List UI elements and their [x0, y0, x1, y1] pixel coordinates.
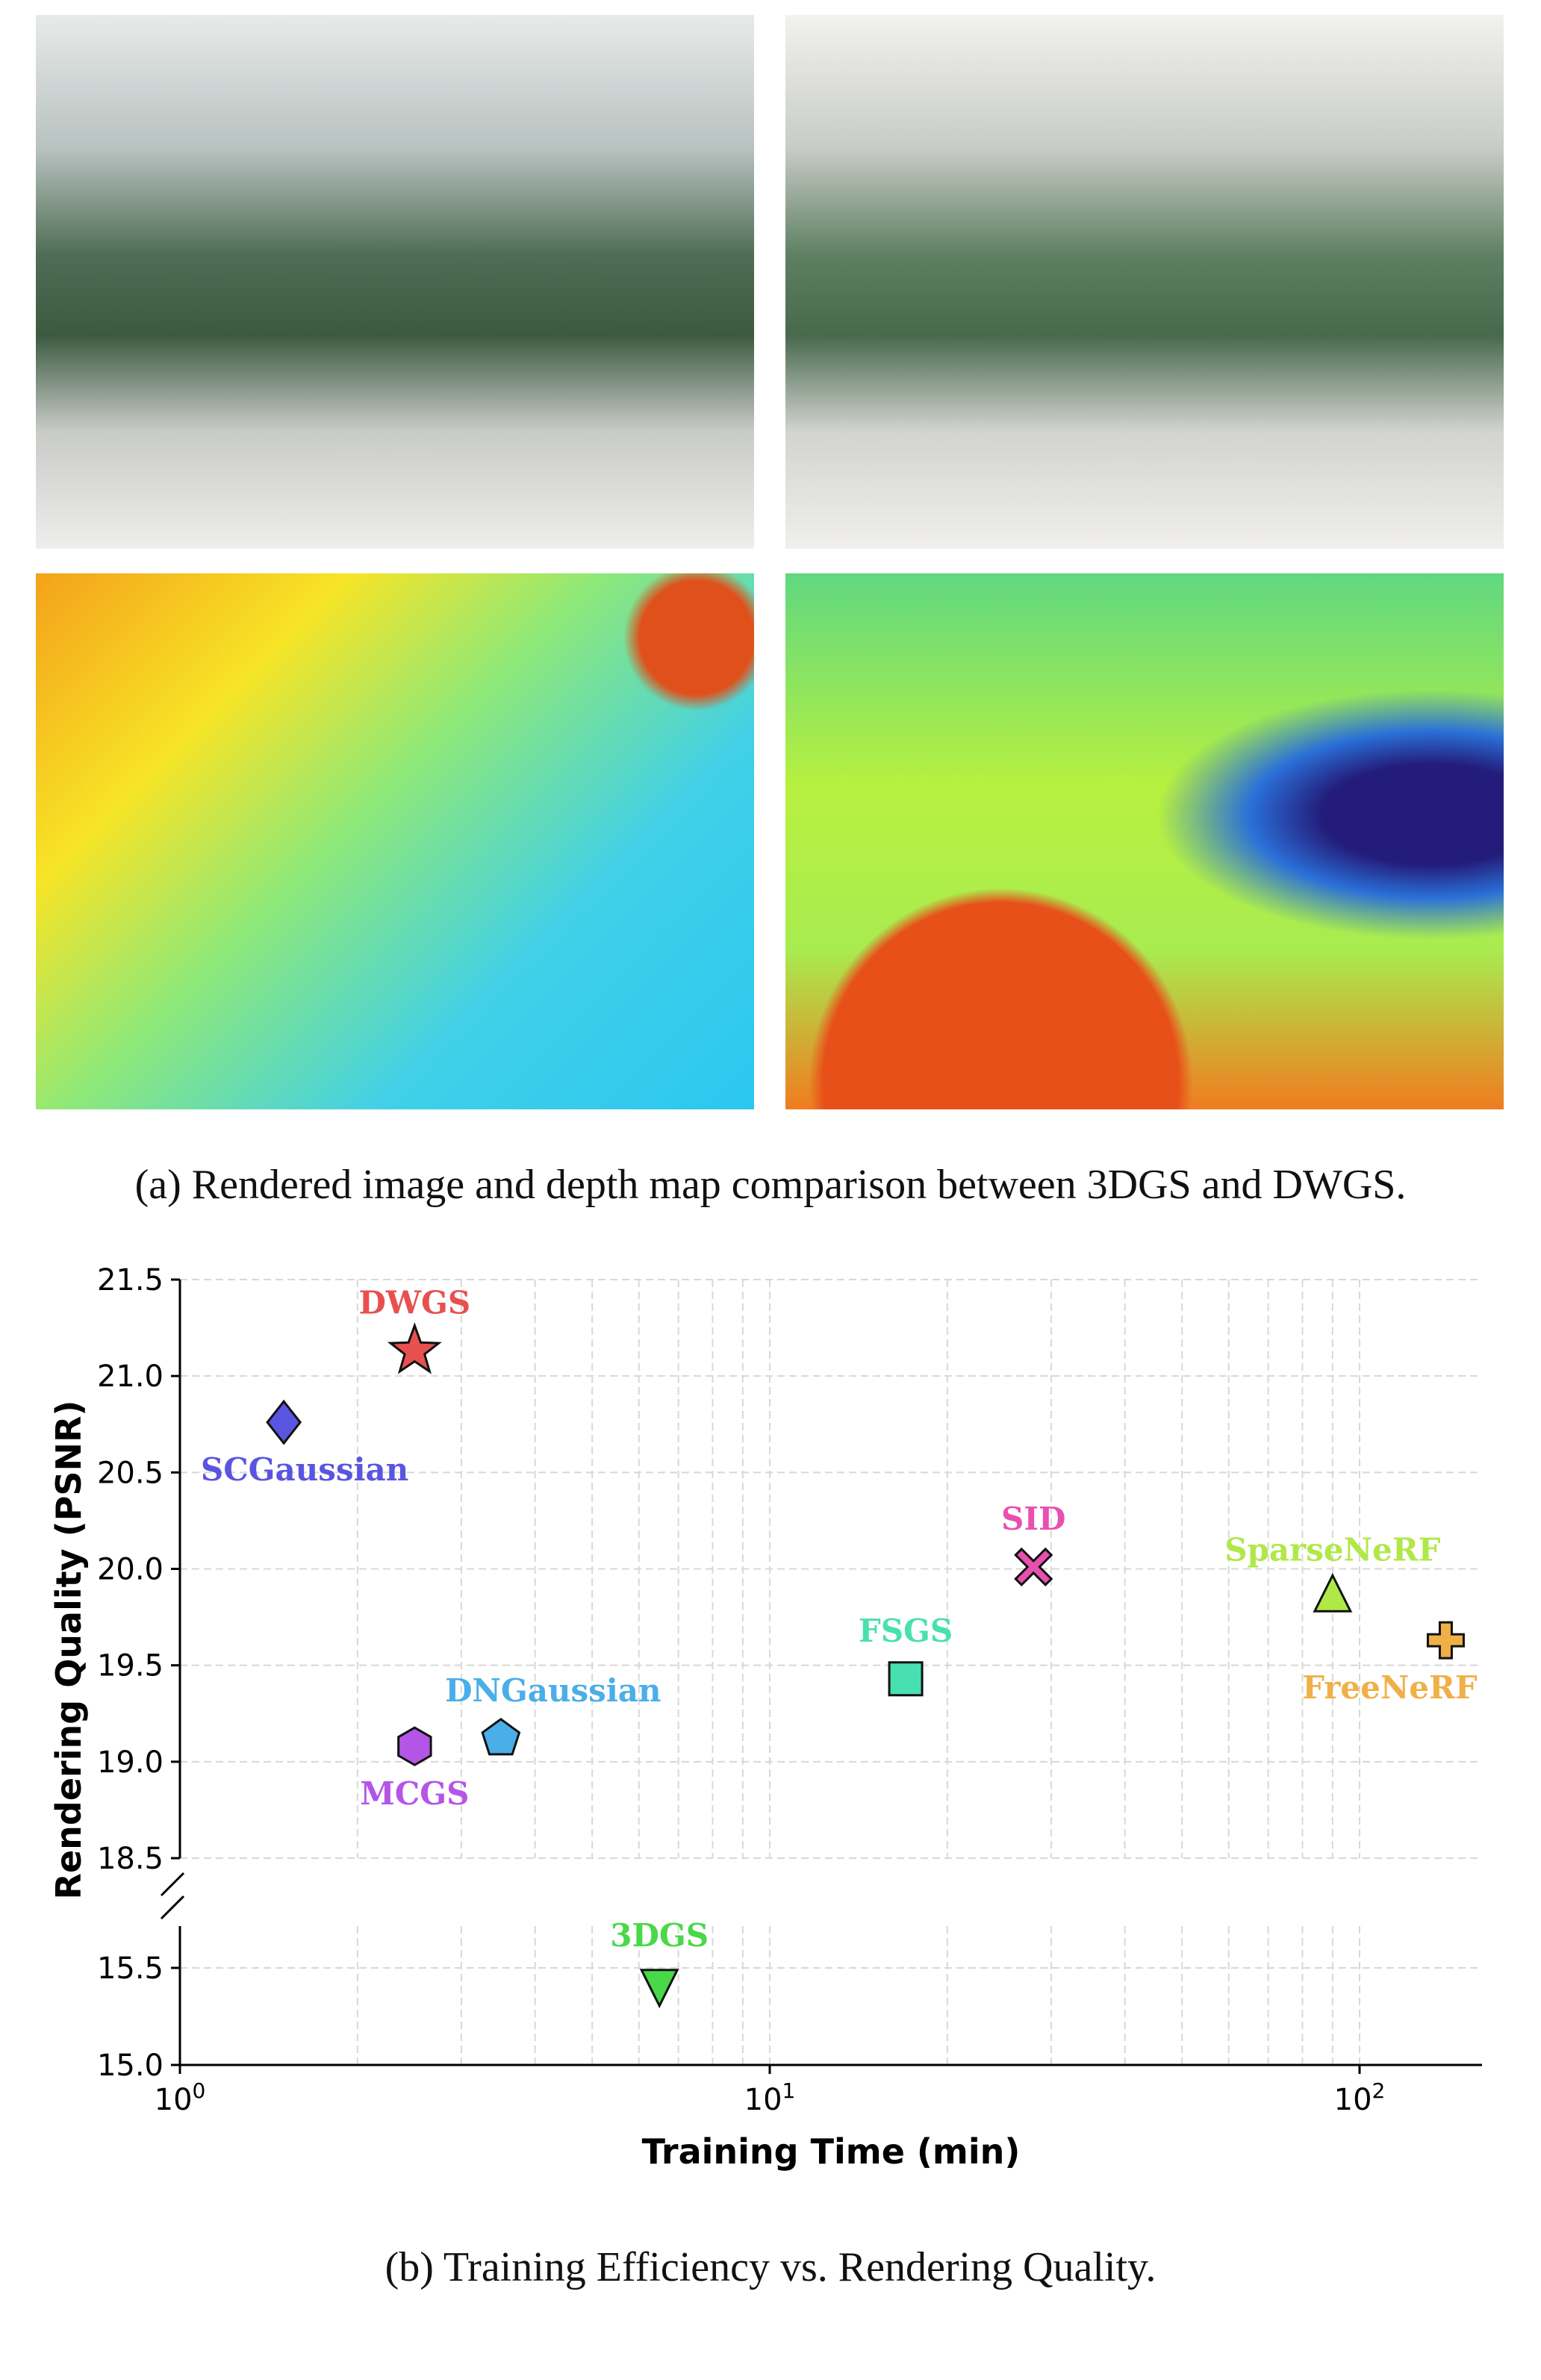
marker-scgaussian — [266, 1399, 302, 1445]
rendered-image-3dgs — [36, 15, 754, 549]
y-tick-label: 19.0 — [97, 1745, 164, 1780]
point-label-fsgs: FSGS — [859, 1613, 953, 1649]
y-tick-label: 15.0 — [97, 2049, 164, 2083]
marker-sparsenerf — [1313, 1572, 1353, 1613]
marker-fsgs — [888, 1661, 924, 1697]
x-axis-label: Training Time (min) — [642, 2131, 1021, 2172]
caption-a: (a) Rendered image and depth map compari… — [134, 1162, 1407, 1208]
scatter-chart: 18.5 19.0 19.5 20.0 20.5 21.0 21.5 15.0 15.5 100 1… — [49, 1263, 1482, 2172]
y-tick-label: 21.0 — [97, 1359, 164, 1394]
y-axis-label: Rendering Quality (PSNR) — [49, 1401, 89, 1900]
marker-3dgs — [639, 1969, 679, 2009]
axis-break-mark — [160, 1872, 185, 1897]
marker-freenerf — [1426, 1621, 1465, 1660]
rendered-image-dwgs — [785, 15, 1504, 549]
point-label-freenerf: FreeNeRF — [1302, 1669, 1478, 1706]
marker-dngaussian — [481, 1717, 521, 1756]
point-label-dwgs: DWGS — [358, 1285, 470, 1321]
caption-b: (b) Training Efficiency vs. Rendering Qu… — [385, 2244, 1156, 2290]
y-tick-label: 20.5 — [97, 1456, 164, 1490]
point-label-sid: SID — [1001, 1501, 1065, 1537]
point-label-dngaussian: DNGaussian — [445, 1672, 661, 1709]
x-tick-label: 100 — [155, 2078, 206, 2117]
y-tick-label: 18.5 — [97, 1842, 164, 1876]
marker-dwgs — [387, 1322, 442, 1374]
y-tick-label: 20.0 — [97, 1553, 164, 1587]
axis-break-mark — [160, 1895, 185, 1920]
y-tick-label: 15.5 — [97, 1951, 164, 1986]
marker-sid — [1014, 1547, 1053, 1587]
y-tick-label: 19.5 — [97, 1649, 164, 1683]
depth-map-3dgs — [36, 573, 754, 1109]
point-label-sparsenerf: SparseNeRF — [1224, 1531, 1440, 1568]
marker-mcgs — [397, 1726, 432, 1766]
x-tick-label: 102 — [1334, 2078, 1386, 2117]
x-tick-label: 101 — [744, 2078, 796, 2117]
y-tick-label: 21.5 — [97, 1263, 164, 1298]
depth-map-dwgs — [785, 573, 1504, 1109]
point-label-scgaussian: SCGaussian — [201, 1451, 408, 1488]
point-label-3dgs: 3DGS — [610, 1917, 709, 1954]
point-label-mcgs: MCGS — [360, 1775, 469, 1812]
